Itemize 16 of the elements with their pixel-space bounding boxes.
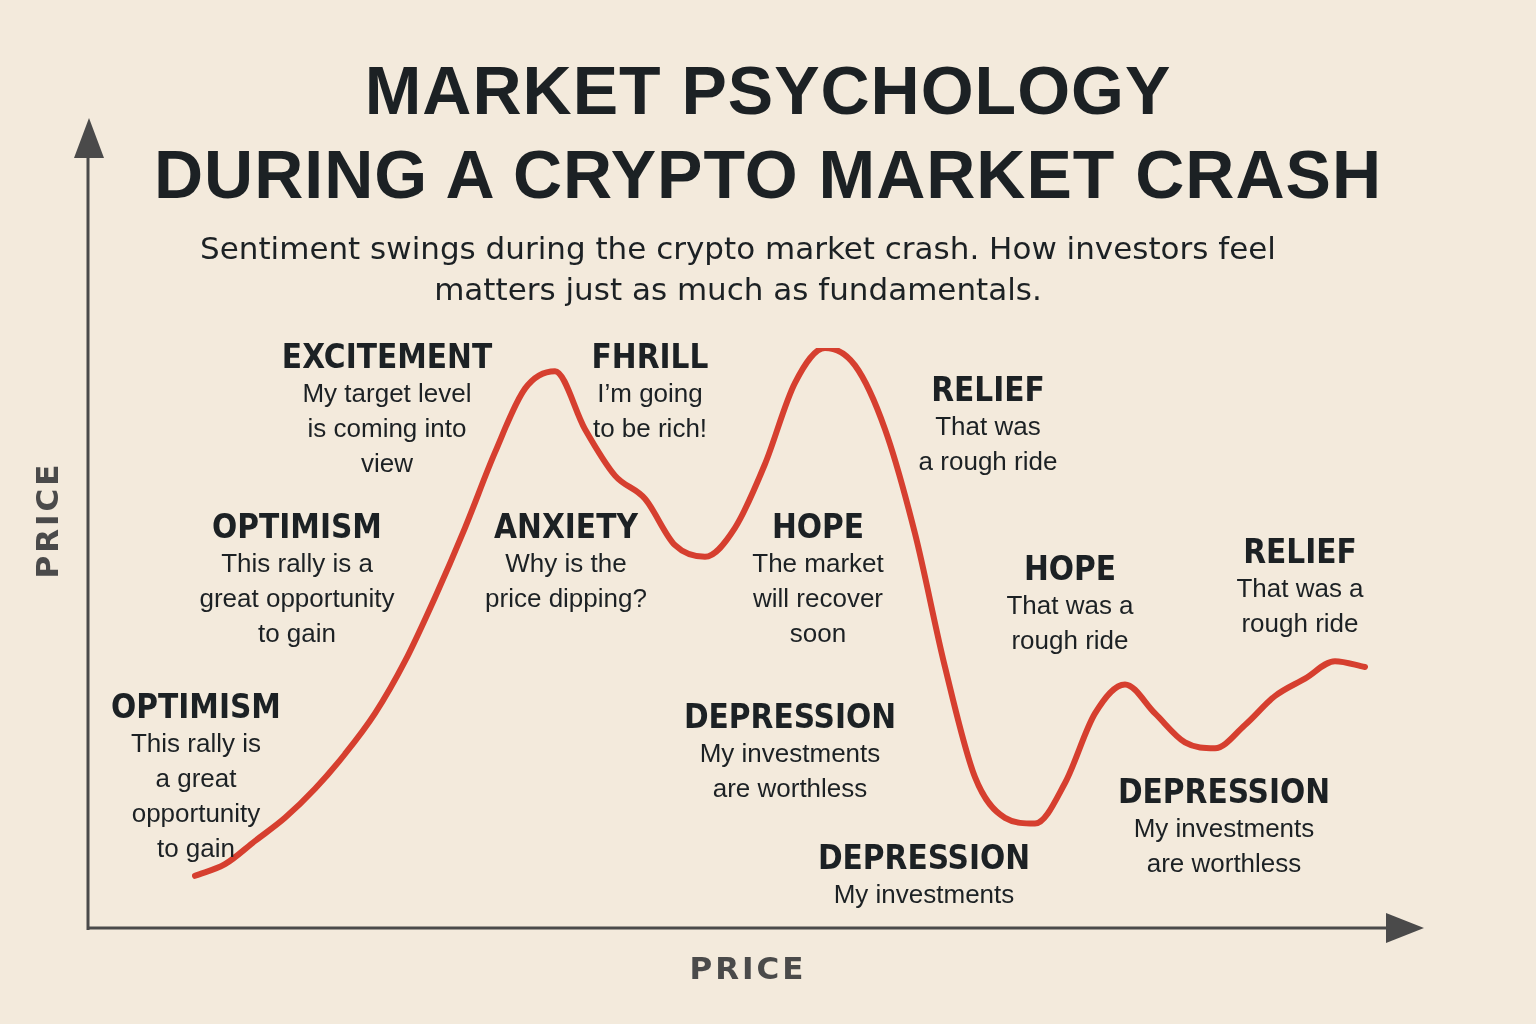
annotation: OPTIMISM This rally is a great opportunity to gain (111, 687, 281, 863)
annotation: DEPRESSION My investments are worthless (1117, 772, 1331, 878)
annotation: RELIEF That was a rough ride (1236, 532, 1364, 638)
x-axis-title: PRICE (688, 949, 808, 988)
annotation: RELIEF That was a rough ride (918, 370, 1058, 476)
annotation: EXCITEMENT My target level is coming into view (281, 337, 493, 478)
chart-title: MARKET PSYCHOLOGY DURING A CRYPTO MARKET CRASH (152, 51, 1384, 214)
annotation: OPTIMISM This rally is a great opportunity to gain (199, 507, 395, 648)
y-axis-title: PRICE (28, 460, 66, 581)
annotation: HOPE The market will recover soon (752, 507, 884, 648)
annotation: ANXIETY Why is the price dipping? (485, 507, 647, 613)
annotation: DEPRESSION My investments are worthless (683, 697, 897, 803)
chart-subtitle: Sentiment swings during the crypto market crash. How investors feel matters just as much as fundamentals. (199, 229, 1277, 309)
annotation: HOPE That was a rough ride (1006, 549, 1134, 655)
annotation: FHRILL I’m going to be rich! (591, 337, 709, 443)
annotation: DEPRESSION My investments (817, 838, 1031, 909)
